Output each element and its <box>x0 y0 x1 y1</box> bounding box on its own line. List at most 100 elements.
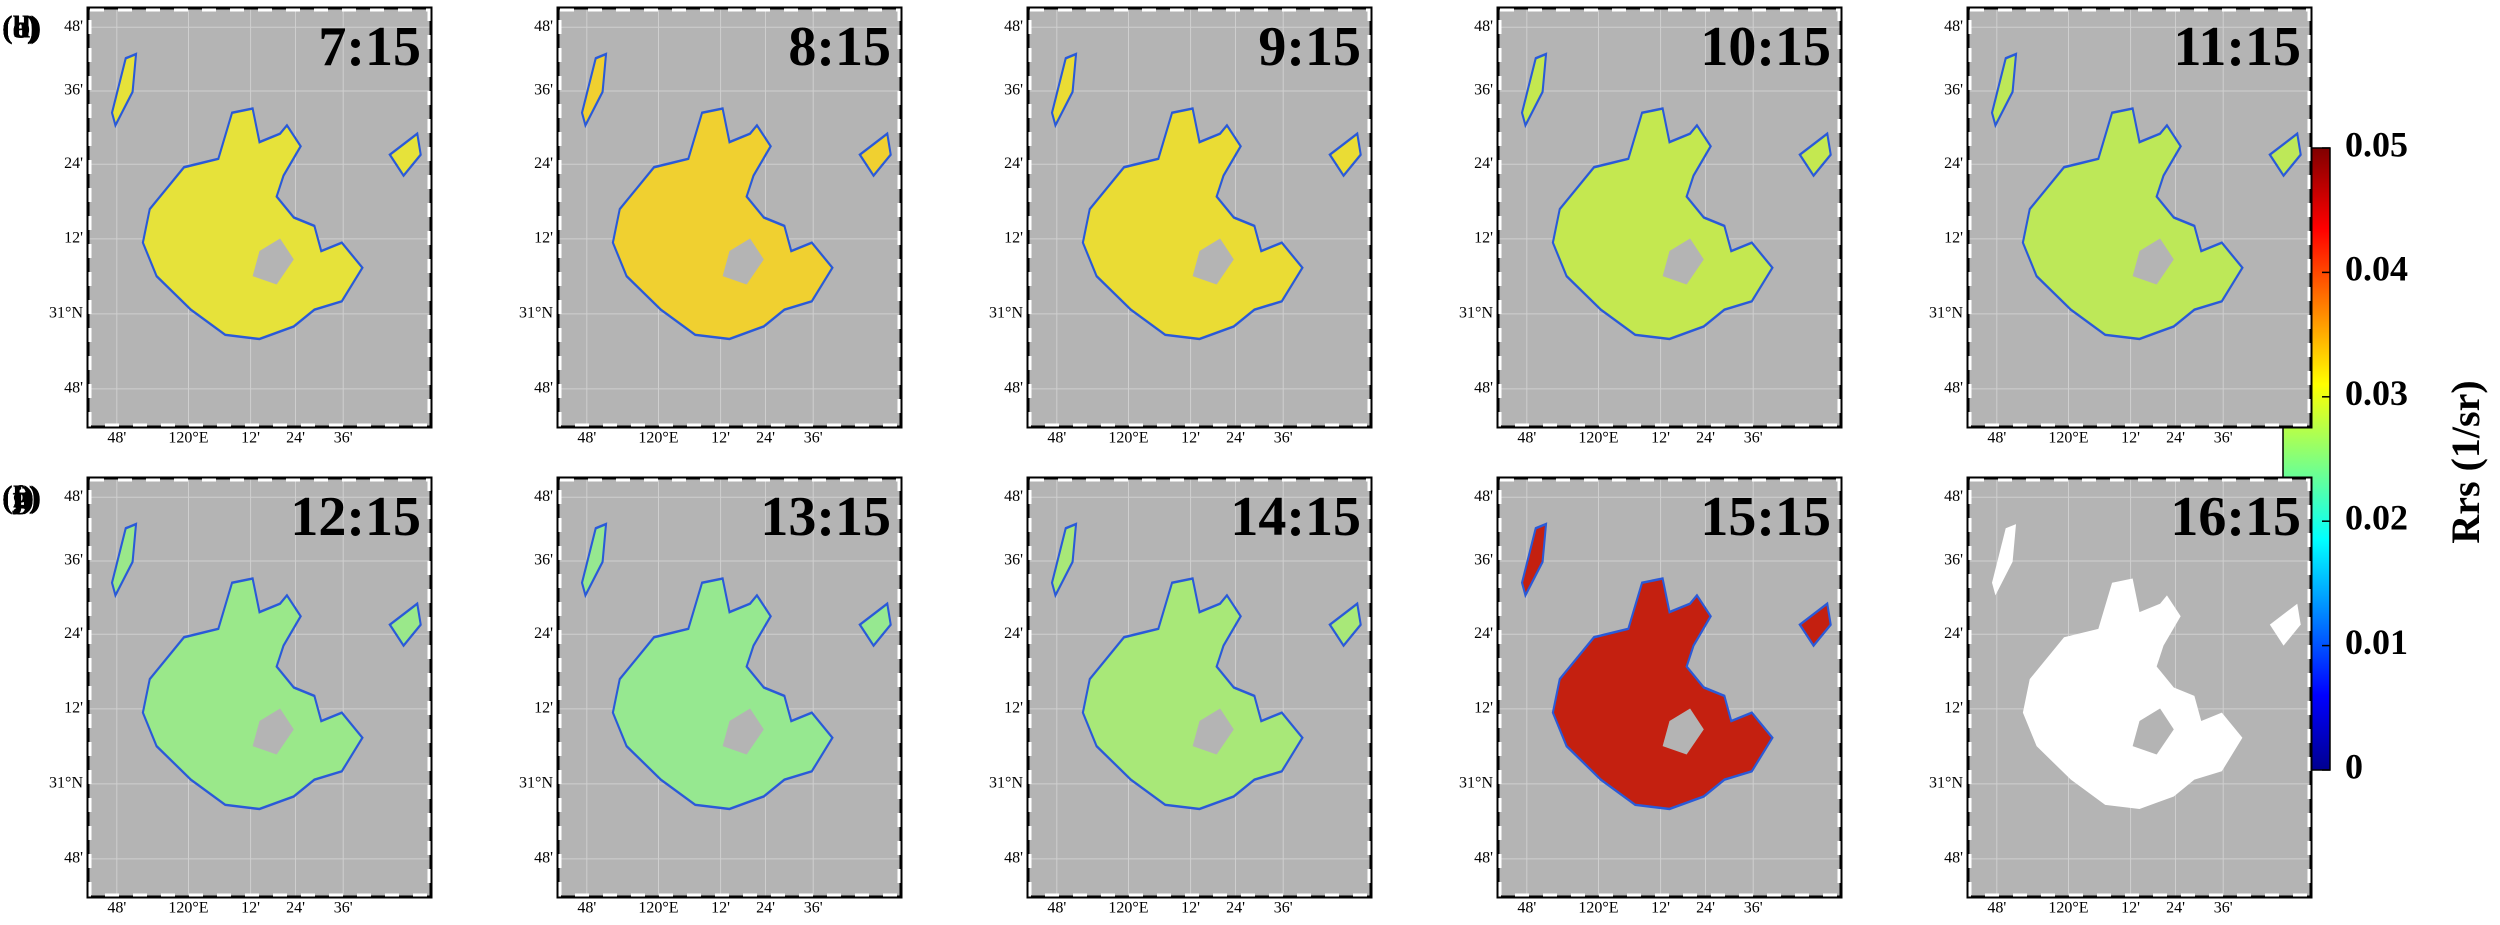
colorbar-tick-label: 0.04 <box>2345 249 2408 289</box>
time-label: 10:15 <box>1700 16 1831 78</box>
map-frame <box>86 476 433 899</box>
map-frame <box>1026 476 1373 899</box>
map-frame-ticks <box>1028 8 1371 427</box>
colorbar-label: Rrs (1/sr) <box>2443 380 2488 543</box>
x-tick-label: 36' <box>804 430 823 447</box>
map-frame-ticks <box>1028 478 1371 897</box>
water-body <box>858 601 892 648</box>
y-tick-label: 48' <box>1944 18 1963 35</box>
island <box>252 708 294 755</box>
y-tick-label: 48' <box>1474 380 1493 397</box>
time-label: 14:15 <box>1230 486 1361 548</box>
x-tick-label: 12' <box>2121 430 2140 447</box>
island <box>252 238 294 285</box>
y-tick-label: 12' <box>1004 230 1023 247</box>
panel-label: (i) <box>2 478 32 514</box>
y-tick-label: 48' <box>1004 850 1023 867</box>
y-tick-label: 31°N <box>989 775 1023 792</box>
island <box>2132 238 2174 285</box>
lake <box>1520 52 1832 341</box>
x-tick-label: 12' <box>1181 430 1200 447</box>
y-tick-label: 12' <box>1944 230 1963 247</box>
panel-label: (f) <box>2 478 34 514</box>
water-body <box>611 107 834 341</box>
map-frame <box>1496 476 1843 899</box>
y-tick-label: 36' <box>1474 82 1493 99</box>
map-frame-ticks <box>1498 8 1841 427</box>
panel-label: (h) <box>2 478 41 514</box>
water-body <box>1798 601 1832 648</box>
lake <box>1520 522 1832 811</box>
y-tick-label: 48' <box>64 850 83 867</box>
island <box>722 238 764 285</box>
water-body <box>1081 577 1304 811</box>
y-tick-label: 31°N <box>989 305 1023 322</box>
x-tick-label: 36' <box>1274 430 1293 447</box>
map-frame <box>86 6 433 429</box>
water-body <box>2022 578 2243 810</box>
x-tick-label: 48' <box>1047 430 1066 447</box>
water-body <box>858 131 892 178</box>
x-tick-label: 36' <box>1274 900 1293 917</box>
x-tick-label: 24' <box>1226 900 1245 917</box>
x-tick-label: 12' <box>1181 900 1200 917</box>
panel-label: (b) <box>2 8 41 44</box>
y-tick-label: 12' <box>64 230 83 247</box>
x-tick-label: 12' <box>1651 900 1670 917</box>
x-tick-label: 120°E <box>638 900 678 917</box>
x-tick-label: 120°E <box>638 430 678 447</box>
y-tick-label: 12' <box>1474 700 1493 717</box>
y-tick-label: 12' <box>1474 230 1493 247</box>
map-frame-ticks <box>558 478 901 897</box>
lake <box>1050 522 1362 811</box>
x-tick-label: 36' <box>2214 430 2233 447</box>
water-body <box>1050 522 1078 599</box>
x-tick-label: 36' <box>334 430 353 447</box>
x-tick-label: 24' <box>756 430 775 447</box>
y-tick-label: 24' <box>1944 155 1963 172</box>
x-tick-label: 48' <box>1987 900 2006 917</box>
map-frame <box>1966 476 2313 899</box>
y-tick-label: 48' <box>1474 488 1493 505</box>
y-tick-label: 24' <box>64 155 83 172</box>
x-tick-label: 120°E <box>1108 430 1148 447</box>
panel-label: (g) <box>2 478 39 514</box>
x-tick-label: 24' <box>1696 900 1715 917</box>
y-tick-label: 31°N <box>1459 775 1493 792</box>
water-body <box>1328 601 1362 648</box>
x-tick-label: 24' <box>286 430 305 447</box>
island <box>1192 238 1234 285</box>
time-label: 13:15 <box>760 486 891 548</box>
x-tick-label: 48' <box>577 430 596 447</box>
water-body <box>580 52 608 129</box>
y-tick-label: 48' <box>534 380 553 397</box>
y-tick-label: 24' <box>1004 625 1023 642</box>
y-tick-label: 48' <box>1474 850 1493 867</box>
x-tick-label: 120°E <box>168 900 208 917</box>
panel-label: (a) <box>2 8 39 44</box>
y-tick-label: 24' <box>64 625 83 642</box>
y-tick-label: 24' <box>534 625 553 642</box>
x-tick-label: 48' <box>1517 430 1536 447</box>
colorbar-tick-label: 0.05 <box>2345 124 2408 164</box>
x-tick-label: 12' <box>1651 430 1670 447</box>
island <box>1662 708 1704 755</box>
y-tick-label: 36' <box>534 552 553 569</box>
y-tick-label: 12' <box>534 230 553 247</box>
x-tick-label: 24' <box>756 900 775 917</box>
y-tick-label: 48' <box>534 850 553 867</box>
water-body <box>1990 52 2018 129</box>
y-tick-label: 31°N <box>1929 305 1963 322</box>
y-tick-label: 48' <box>1004 380 1023 397</box>
y-tick-label: 24' <box>534 155 553 172</box>
y-tick-label: 36' <box>64 82 83 99</box>
y-tick-label: 36' <box>1004 552 1023 569</box>
x-tick-label: 48' <box>107 430 126 447</box>
y-tick-label: 12' <box>534 700 553 717</box>
water-body <box>1798 131 1832 178</box>
y-tick-label: 24' <box>1474 625 1493 642</box>
x-tick-label: 36' <box>1744 430 1763 447</box>
y-tick-label: 24' <box>1474 155 1493 172</box>
x-tick-label: 12' <box>711 900 730 917</box>
